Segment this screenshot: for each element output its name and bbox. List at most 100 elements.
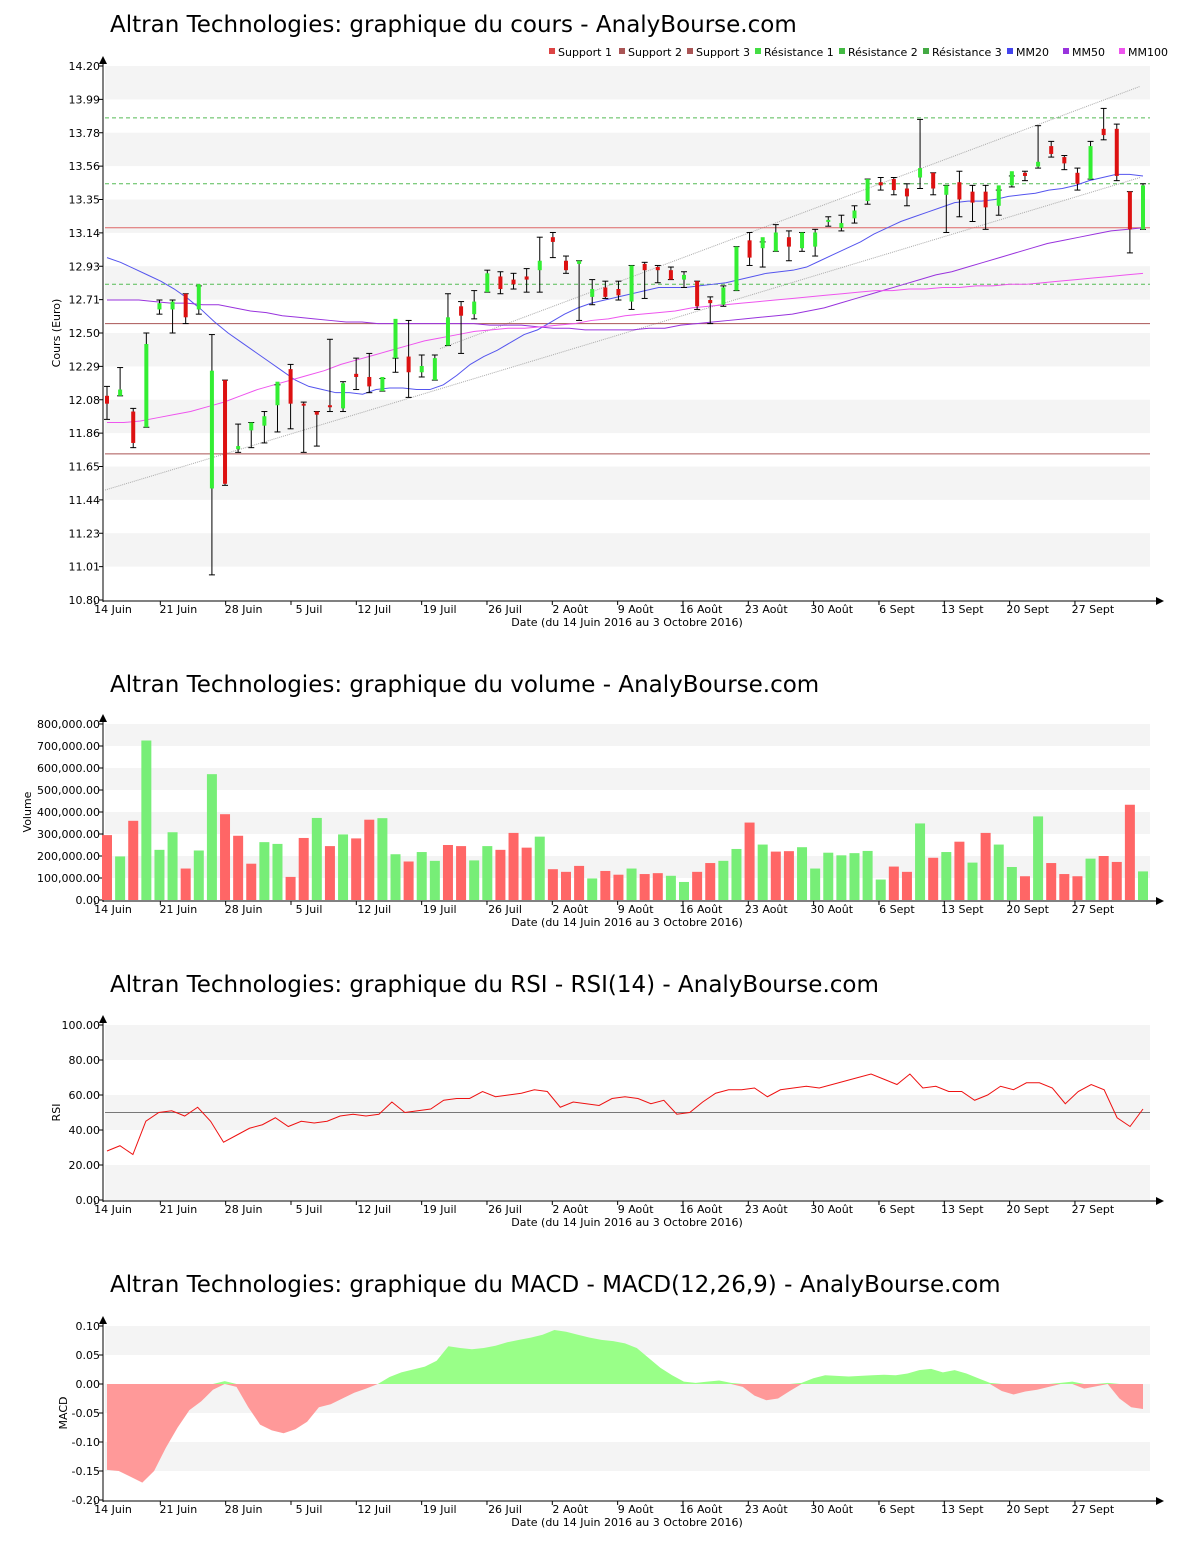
volume-y-tick-label: 500,000.00 bbox=[37, 784, 100, 797]
candle-body bbox=[931, 172, 936, 189]
volume-bar bbox=[403, 861, 414, 900]
volume-bar bbox=[600, 870, 611, 900]
volume-band bbox=[105, 768, 1150, 790]
candle-body bbox=[577, 260, 582, 264]
volume-bar bbox=[1006, 867, 1017, 900]
volume-bar bbox=[954, 841, 965, 900]
volume-bar bbox=[888, 866, 899, 900]
candle-body bbox=[1062, 157, 1067, 164]
macd-x-tick-label: 16 Août bbox=[680, 1503, 724, 1516]
volume-bar bbox=[180, 868, 191, 900]
volume-bar bbox=[1098, 856, 1109, 900]
candle-body bbox=[629, 265, 634, 302]
mm20-line bbox=[106, 173, 1144, 395]
candle-body bbox=[445, 317, 450, 346]
macd-chart-title: Altran Technologies: graphique du MACD -… bbox=[110, 1272, 1001, 1298]
price-x-axis-arrow bbox=[1156, 597, 1164, 605]
rsi-x-tick-label: 19 Juil bbox=[423, 1203, 457, 1216]
macd-x-tick-label: 5 Juil bbox=[296, 1503, 323, 1516]
candle-body bbox=[800, 232, 805, 249]
rsi-y-tick-label: 100.00 bbox=[62, 1019, 101, 1032]
candle-body bbox=[603, 287, 608, 297]
volume-y-tick-label: 0.00 bbox=[76, 894, 101, 907]
volume-bar bbox=[547, 869, 558, 900]
rsi-x-tick-label: 14 Juin bbox=[94, 1203, 132, 1216]
volume-bar bbox=[1046, 863, 1057, 900]
volume-bar bbox=[285, 876, 296, 900]
volume-y-tick-label: 100,000.00 bbox=[37, 872, 100, 885]
volume-bar bbox=[967, 862, 978, 900]
legend-swatch bbox=[923, 48, 929, 54]
price-band bbox=[105, 132, 1150, 167]
price-y-tick-label: 12.50 bbox=[69, 327, 101, 340]
macd-y-tick-label: -0.20 bbox=[72, 1494, 100, 1507]
price-x-tick-label: 12 Juil bbox=[357, 603, 391, 616]
rsi-x-tick-label: 30 Août bbox=[810, 1203, 854, 1216]
candle-body bbox=[223, 380, 228, 484]
volume-x-tick-label: 20 Sept bbox=[1006, 903, 1049, 916]
legend-label: MM100 bbox=[1128, 46, 1168, 59]
price-chart-panel: Altran Technologies: graphique du cours … bbox=[0, 0, 1200, 640]
rsi-x-tick-label: 5 Juil bbox=[296, 1203, 323, 1216]
volume-bar bbox=[1085, 858, 1096, 900]
candle-body bbox=[432, 358, 437, 381]
volume-y-tick-label: 300,000.00 bbox=[37, 828, 100, 841]
price-y-tick-label: 12.08 bbox=[69, 394, 101, 407]
volume-bar bbox=[364, 819, 375, 900]
candle-body bbox=[891, 179, 896, 191]
volume-bar bbox=[115, 856, 126, 900]
candle-body bbox=[918, 168, 923, 178]
volume-bar bbox=[1111, 861, 1122, 900]
volume-x-axis-label: Date (du 14 Juin 2016 au 3 Octobre 2016) bbox=[511, 916, 743, 929]
candle-body bbox=[590, 289, 595, 297]
rsi-x-tick-label: 20 Sept bbox=[1006, 1203, 1049, 1216]
volume-x-tick-label: 26 Juil bbox=[488, 903, 522, 916]
candle-body bbox=[760, 237, 765, 249]
volume-bar bbox=[102, 835, 112, 900]
legend-label: Support 2 bbox=[628, 46, 682, 59]
volume-bar bbox=[272, 843, 283, 900]
candle-body bbox=[983, 191, 988, 208]
candle-body bbox=[288, 369, 293, 404]
price-y-tick-label: 13.78 bbox=[69, 127, 101, 140]
legend-label: Support 1 bbox=[558, 46, 612, 59]
volume-bar bbox=[311, 817, 322, 900]
rsi-chart-title: Altran Technologies: graphique du RSI - … bbox=[110, 972, 879, 998]
legend-swatch bbox=[549, 48, 555, 54]
macd-positive-area bbox=[107, 1330, 1143, 1384]
candle-body bbox=[524, 276, 529, 280]
candle-body bbox=[209, 370, 214, 489]
macd-x-axis-arrow bbox=[1156, 1497, 1164, 1505]
macd-y-tick-label: -0.05 bbox=[72, 1407, 100, 1420]
volume-bar bbox=[836, 855, 847, 900]
volume-bar bbox=[757, 844, 768, 900]
candle-body bbox=[1009, 171, 1014, 186]
rsi-x-tick-label: 26 Juil bbox=[488, 1203, 522, 1216]
candle-body bbox=[262, 416, 267, 426]
candle-body bbox=[498, 276, 503, 290]
volume-x-tick-label: 19 Juil bbox=[423, 903, 457, 916]
price-x-tick-label: 2 Août bbox=[552, 603, 589, 616]
rsi-x-tick-label: 13 Sept bbox=[941, 1203, 984, 1216]
rsi-x-tick-label: 27 Sept bbox=[1072, 1203, 1115, 1216]
volume-x-tick-label: 12 Juil bbox=[357, 903, 391, 916]
volume-bar bbox=[246, 863, 257, 900]
candle-body bbox=[183, 293, 188, 318]
volume-bar bbox=[928, 857, 939, 900]
volume-bar bbox=[1072, 876, 1083, 900]
macd-y-axis-label: MACD bbox=[57, 1397, 70, 1430]
candle-body bbox=[1036, 161, 1041, 167]
candle-body bbox=[393, 318, 398, 359]
candle-body bbox=[655, 267, 660, 271]
volume-bar bbox=[783, 851, 794, 900]
volume-bar bbox=[534, 836, 545, 900]
volume-bar bbox=[692, 871, 703, 900]
volume-band bbox=[105, 724, 1150, 746]
macd-x-tick-label: 27 Sept bbox=[1072, 1503, 1115, 1516]
candle-body bbox=[682, 274, 687, 280]
candle-body bbox=[642, 263, 647, 271]
volume-bar bbox=[390, 854, 401, 900]
volume-y-axis-arrow bbox=[99, 714, 107, 722]
candle-body bbox=[459, 306, 464, 316]
candle-body bbox=[1022, 172, 1027, 176]
